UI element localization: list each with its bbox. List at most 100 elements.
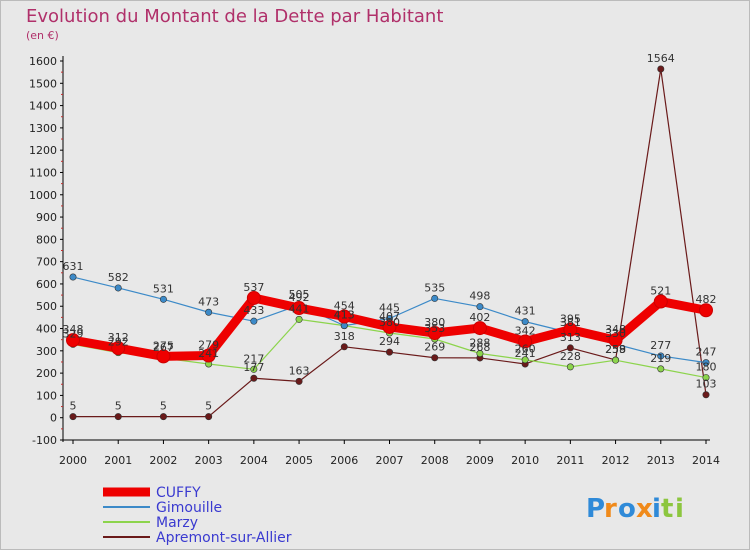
data-point-1 — [69, 273, 77, 281]
data-point-1 — [250, 317, 258, 325]
data-point-2 — [476, 349, 484, 357]
x-tick-label: 2002 — [149, 454, 177, 467]
data-point-0 — [111, 341, 126, 356]
data-point-2 — [521, 356, 529, 364]
legend-label-3: Apremont-sur-Allier — [156, 530, 292, 546]
data-label-0: 395 — [560, 313, 581, 326]
y-tick-label: 300 — [36, 345, 57, 358]
data-point-3 — [431, 354, 439, 362]
data-point-2 — [702, 374, 710, 382]
data-label-3: 313 — [560, 331, 581, 344]
data-point-2 — [295, 315, 303, 323]
data-point-3 — [114, 413, 122, 421]
data-point-0 — [246, 290, 261, 305]
data-label-3: 5 — [70, 400, 77, 413]
data-point-1 — [114, 284, 122, 292]
data-point-3 — [250, 374, 258, 382]
data-label-1: 531 — [153, 282, 174, 295]
data-point-2 — [250, 365, 258, 373]
data-point-3 — [566, 344, 574, 352]
data-label-2: 329 — [63, 327, 84, 340]
data-point-0 — [518, 334, 533, 349]
data-label-1: 381 — [560, 316, 581, 329]
y-tick-label: 1000 — [29, 189, 57, 202]
data-point-0 — [382, 319, 397, 334]
legend-label-2: Marzy — [156, 515, 198, 531]
data-label-0: 407 — [379, 310, 400, 323]
data-point-0 — [66, 333, 80, 348]
data-label-0: 279 — [198, 339, 219, 352]
data-label-1: 433 — [243, 304, 264, 317]
chart-title: Evolution du Montant de la Dette par Hab… — [26, 6, 443, 27]
x-tick-label: 2000 — [59, 454, 87, 467]
data-label-2: 219 — [650, 352, 671, 365]
data-point-0 — [699, 303, 713, 318]
data-point-0 — [563, 322, 578, 337]
legend-label-0: CUFFY — [156, 485, 201, 501]
proxiti-logo: P r o x i t i — [586, 494, 684, 524]
data-label-0: 492 — [289, 291, 310, 304]
data-point-0 — [608, 333, 623, 348]
x-tick-label: 2013 — [647, 454, 675, 467]
data-label-2: 258 — [605, 343, 626, 356]
x-tick-label: 2011 — [556, 454, 584, 467]
data-label-2: 441 — [289, 302, 310, 315]
y-tick-label: -100 — [32, 434, 57, 447]
data-label-3: 318 — [334, 330, 355, 343]
y-tick-label: 1200 — [29, 144, 57, 157]
data-label-2: 413 — [334, 309, 355, 322]
data-label-0: 342 — [515, 324, 536, 337]
y-tick-label: 700 — [36, 256, 57, 269]
data-label-2: 228 — [560, 350, 581, 363]
logo-letter-t: t — [661, 494, 673, 524]
data-label-3: 269 — [424, 341, 445, 354]
y-tick-label: 900 — [36, 211, 57, 224]
y-tick-label: 1500 — [29, 77, 57, 90]
data-point-1 — [657, 352, 665, 360]
x-tick-label: 2009 — [466, 454, 494, 467]
y-tick-label: 1100 — [29, 166, 57, 179]
y-tick-label: 800 — [36, 233, 57, 246]
data-point-0 — [201, 348, 216, 363]
data-point-3 — [205, 413, 213, 421]
data-label-3: 268 — [469, 341, 490, 354]
data-point-0 — [427, 325, 442, 340]
data-point-2 — [566, 363, 574, 371]
x-tick-label: 2007 — [376, 454, 404, 467]
x-tick-label: 2010 — [511, 454, 539, 467]
data-label-2: 380 — [379, 316, 400, 329]
data-label-2: 353 — [424, 322, 445, 335]
data-point-1 — [205, 308, 213, 316]
y-tick-label: 400 — [36, 323, 57, 336]
data-label-0: 348 — [605, 323, 626, 336]
data-point-0 — [472, 321, 487, 336]
data-point-2 — [657, 365, 665, 373]
x-tick-label: 2005 — [285, 454, 313, 467]
logo-letter-i2: i — [675, 494, 684, 524]
y-tick-label: 600 — [36, 278, 57, 291]
data-point-3 — [159, 413, 167, 421]
data-point-0 — [653, 294, 668, 309]
logo-letter-o: o — [618, 494, 636, 524]
x-tick-label: 2003 — [195, 454, 223, 467]
data-label-0: 402 — [469, 311, 490, 324]
data-label-1: 631 — [63, 260, 84, 273]
data-point-1 — [702, 359, 710, 367]
y-tick-label: 100 — [36, 389, 57, 402]
data-label-2: 260 — [515, 343, 536, 356]
chart-subtitle: (en €) — [26, 29, 59, 42]
legend-label-1: Gimouille — [156, 500, 222, 516]
data-label-0: 482 — [696, 293, 717, 306]
data-label-1: 535 — [424, 281, 445, 294]
data-point-0 — [292, 301, 307, 316]
y-tick-label: 1400 — [29, 100, 57, 113]
data-label-3: 5 — [115, 400, 122, 413]
data-point-3 — [657, 65, 665, 73]
data-label-1: 431 — [515, 305, 536, 318]
axes: -100 0 100 200 300 400 500 600 700 800 900 1000 1100… — [29, 55, 720, 467]
x-tick-label: 2006 — [330, 454, 358, 467]
y-tick-label: 200 — [36, 367, 57, 380]
data-label-0: 275 — [153, 339, 174, 352]
